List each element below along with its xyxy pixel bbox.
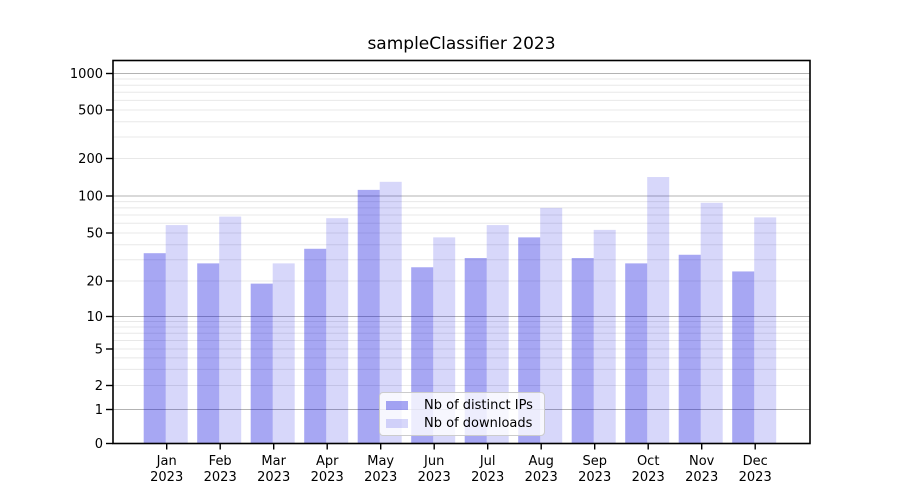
y-tick-label: 100 (78, 190, 103, 205)
minor-gridlines (113, 78, 810, 386)
x-tick-label-month: Nov (689, 454, 715, 469)
y-tick-label: 1000 (70, 67, 103, 82)
y-tick-label: 10 (86, 310, 103, 325)
bar-downloads-oct (647, 177, 670, 444)
bar-ips-jan (143, 253, 166, 444)
x-tick-label-year: 2023 (311, 470, 344, 485)
bar-downloads-sep (593, 229, 616, 444)
x-tick-label-month: Jan (156, 454, 177, 469)
x-tick-label-month: Oct (637, 454, 659, 469)
x-tick-label-month: Feb (209, 454, 232, 469)
legend-swatch (386, 418, 408, 428)
x-tick-label-year: 2023 (418, 470, 451, 485)
y-tick-label: 1 (95, 403, 103, 418)
y-tick-label: 50 (86, 227, 103, 242)
legend-label: Nb of downloads (424, 415, 533, 431)
bar-downloads-jun (433, 237, 456, 444)
legend: Nb of distinct IPs Nb of downloads (379, 392, 545, 436)
y-axis: 0 1 2 5 10 20 50 100 200 500 1000 (70, 67, 113, 452)
x-tick-label-month: May (367, 454, 394, 469)
bar-ips-aug (518, 237, 541, 444)
bar-ips-feb (197, 263, 220, 444)
bar-downloads-nov (700, 202, 723, 444)
x-tick-label-month: Sep (582, 454, 607, 469)
y-tick-label: 0 (95, 437, 103, 452)
x-tick-label-year: 2023 (739, 470, 772, 485)
x-tick-label-month: Jul (479, 454, 496, 469)
y-tick-label: 5 (95, 343, 103, 358)
x-tick-label-month: Aug (529, 454, 554, 469)
bar-ips-sep (571, 258, 594, 444)
bar-downloads-jan (165, 225, 188, 444)
bar-downloads-dec (754, 217, 777, 444)
x-axis: Jan2023Feb2023Mar2023Apr2023May2023Jun20… (150, 443, 772, 485)
bar-ips-dec (732, 271, 755, 444)
legend-swatch (386, 400, 408, 410)
bar-ips-apr (304, 248, 327, 444)
y-tick-label: 20 (86, 275, 103, 290)
bar-ips-mar (250, 283, 273, 444)
legend-label: Nb of distinct IPs (424, 397, 533, 413)
bar-downloads-apr (326, 218, 349, 444)
x-tick-label-year: 2023 (150, 470, 183, 485)
bar-downloads-aug (540, 207, 563, 444)
x-tick-label-year: 2023 (632, 470, 665, 485)
plot-border (112, 59, 811, 445)
y-tick-label: 200 (78, 152, 103, 167)
bar-ips-oct (625, 263, 648, 444)
x-tick-label-month: Dec (743, 454, 768, 469)
x-tick-label-year: 2023 (578, 470, 611, 485)
bar-downloads-feb (219, 216, 242, 444)
legend-item: Nb of downloads (386, 414, 538, 432)
bar-ips-nov (678, 254, 701, 444)
x-tick-label-year: 2023 (204, 470, 237, 485)
bar-downloads-may (379, 181, 402, 444)
chart-title: sampleClassifier 2023 (367, 34, 556, 54)
x-tick-label-month: Jun (423, 454, 444, 469)
x-tick-label-year: 2023 (257, 470, 290, 485)
legend-item: Nb of distinct IPs (386, 396, 538, 414)
x-tick-label-month: Mar (261, 454, 286, 469)
bar-ips-may (357, 189, 380, 444)
y-tick-label: 2 (95, 379, 103, 394)
bar-downloads-mar (272, 263, 295, 444)
x-tick-label-year: 2023 (525, 470, 558, 485)
bar-downloads-jul (486, 225, 509, 444)
y-tick-label: 500 (78, 104, 103, 119)
x-tick-label-year: 2023 (471, 470, 504, 485)
x-tick-label-year: 2023 (364, 470, 397, 485)
x-tick-label-month: Apr (316, 454, 339, 469)
x-tick-label-year: 2023 (685, 470, 718, 485)
